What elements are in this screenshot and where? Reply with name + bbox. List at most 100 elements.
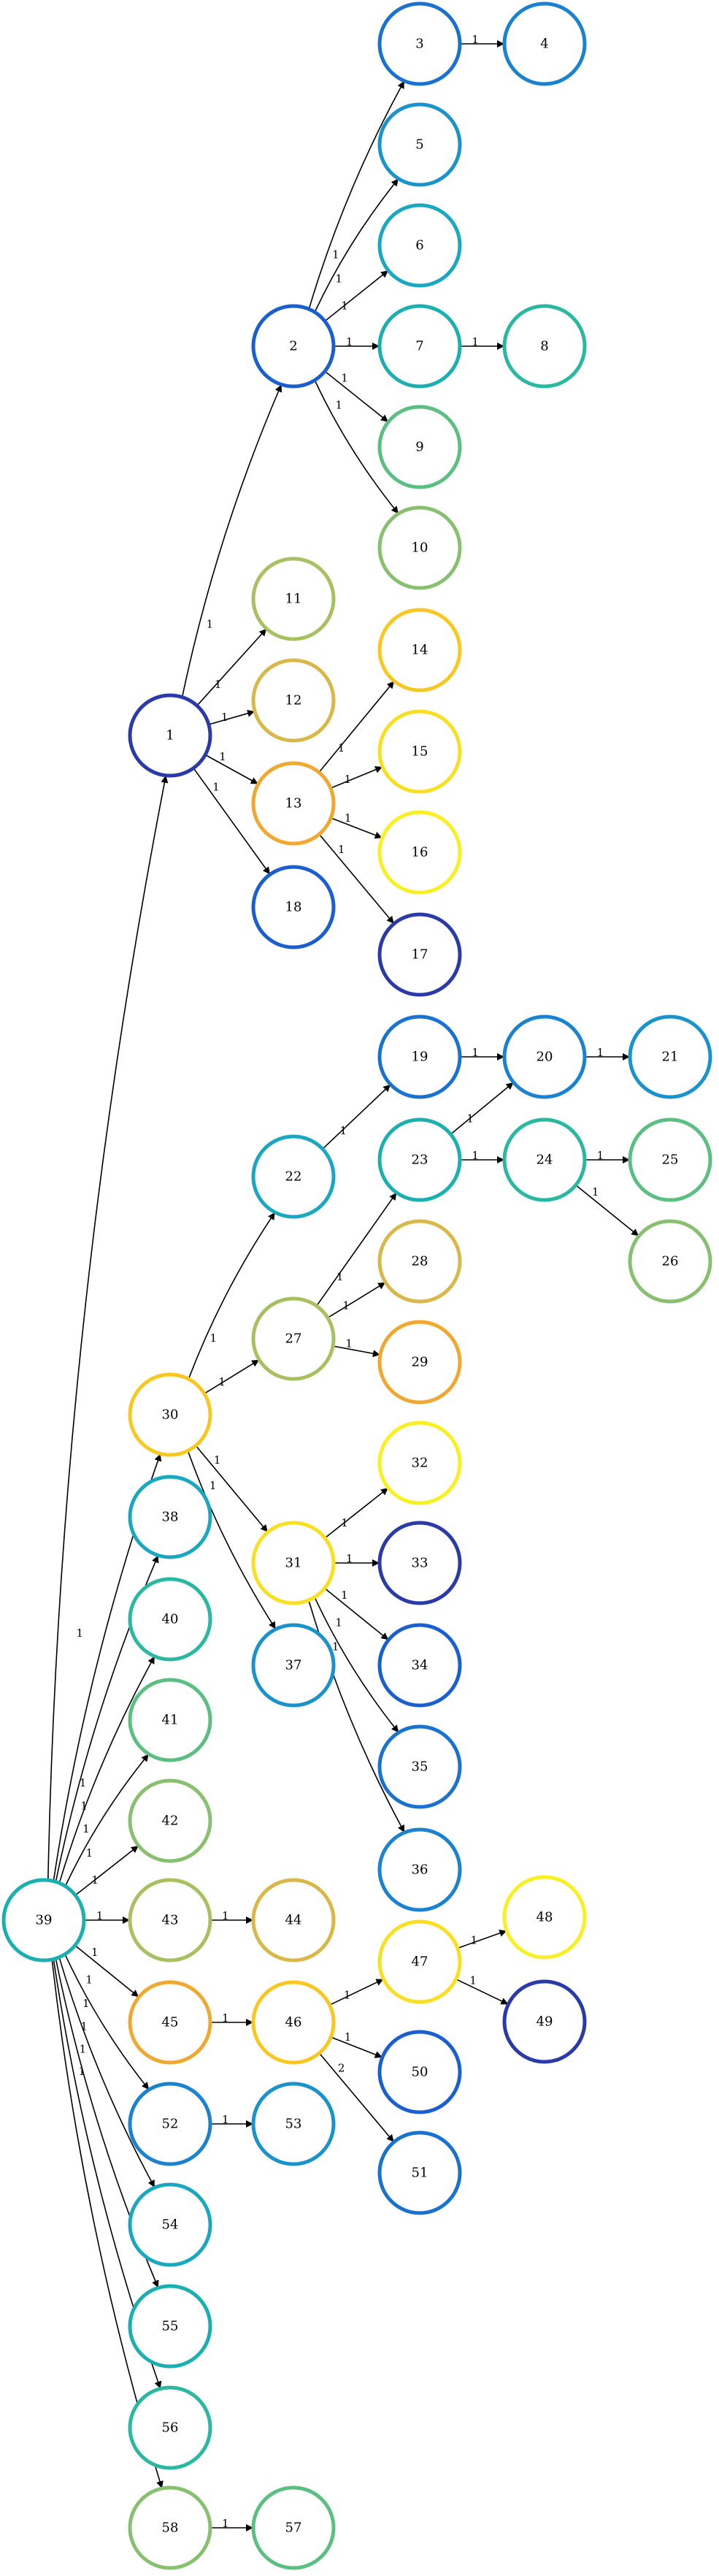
- node-label: 51: [412, 2166, 428, 2181]
- edge-label: 1: [222, 1909, 229, 1922]
- node-label: 7: [415, 339, 423, 354]
- edge-13-17: 1: [318, 833, 394, 924]
- node-33: 33: [377, 1521, 462, 1605]
- edge-line: [331, 817, 382, 839]
- node-6: 6: [377, 203, 462, 288]
- edge-label: 1: [472, 335, 479, 348]
- edge-label: 1: [209, 1479, 217, 1492]
- node-43: 43: [128, 1878, 212, 1962]
- node-circle: [628, 1117, 712, 1202]
- node-24: 24: [502, 1117, 587, 1202]
- edge-1-12: 1: [208, 709, 255, 725]
- node-34: 34: [377, 1623, 462, 1708]
- edge-30-27: 1: [204, 1359, 260, 1394]
- edge-label: 1: [221, 711, 228, 724]
- edge-line: [64, 1754, 149, 1887]
- node-label: 2: [289, 339, 297, 354]
- edge-line: [450, 1082, 514, 1135]
- edge-label: 1: [466, 1112, 474, 1125]
- edge-47-49: 1: [455, 1973, 509, 2005]
- edge-line: [324, 370, 388, 422]
- node-circle: [377, 608, 462, 692]
- edge-label: 1: [82, 1997, 90, 2010]
- edge-1-18: 1: [193, 768, 270, 875]
- node-9: 9: [377, 405, 462, 489]
- node-circle: [377, 2030, 462, 2114]
- node-label: 11: [285, 592, 302, 607]
- edge-label: 1: [469, 1973, 477, 1987]
- node-label: 22: [285, 1169, 302, 1185]
- edge-label: 1: [207, 618, 214, 631]
- node-17: 17: [377, 912, 462, 997]
- edge-31-32: 1: [324, 1488, 388, 1539]
- node-circle: [502, 1875, 587, 1960]
- edge-line: [64, 1954, 150, 2090]
- node-1: 1: [128, 693, 212, 778]
- node-46: 46: [251, 1980, 336, 2065]
- edge-line: [322, 1084, 391, 1150]
- node-12: 12: [251, 658, 336, 743]
- node-label: 25: [662, 1153, 679, 1168]
- node-circle: [1, 1878, 86, 1962]
- edge-39-1: 1: [47, 775, 169, 1881]
- edge-label: 1: [340, 1124, 347, 1137]
- node-label: 20: [537, 1050, 553, 1065]
- node-26: 26: [628, 1219, 712, 1304]
- node-18: 18: [251, 865, 336, 949]
- edge-7-8: 1: [460, 335, 504, 350]
- node-label: 17: [412, 947, 428, 963]
- edge-label: 1: [80, 2020, 88, 2033]
- edge-label: 1: [79, 2065, 86, 2078]
- edge-line: [332, 1345, 380, 1358]
- node-circle: [377, 304, 462, 389]
- node-label: 16: [412, 845, 428, 860]
- edge-line: [74, 1845, 139, 1896]
- node-7: 7: [377, 304, 462, 389]
- edge-label: 1: [338, 843, 345, 856]
- edge-22-19: 1: [322, 1084, 391, 1150]
- node-circle: [251, 865, 336, 949]
- node-5: 5: [377, 102, 462, 187]
- edge-label: 1: [345, 811, 352, 825]
- node-label: 18: [285, 900, 302, 915]
- edge-2-10: 1: [314, 380, 399, 514]
- node-label: 38: [162, 1510, 179, 1525]
- node-51: 51: [377, 2130, 462, 2215]
- node-52: 52: [128, 2082, 212, 2166]
- node-45: 45: [128, 1980, 212, 2065]
- edge-label: 1: [335, 1616, 342, 1629]
- node-29: 29: [377, 1320, 462, 1404]
- edge-19-20: 1: [460, 1046, 504, 1060]
- node-58: 58: [128, 2485, 212, 2570]
- edge-24-25: 1: [585, 1149, 630, 1163]
- node-50: 50: [377, 2030, 462, 2114]
- node-circle: [251, 304, 336, 389]
- node-circle: [628, 1219, 712, 1304]
- node-circle: [502, 304, 587, 389]
- node-circle: [128, 1980, 212, 2065]
- node-label: 52: [162, 2117, 179, 2132]
- node-circle: [251, 1134, 336, 1219]
- node-39: 39: [1, 1878, 86, 1962]
- edge-27-28: 1: [327, 1282, 386, 1318]
- node-label: 34: [412, 1658, 428, 1673]
- node-label: 31: [285, 1556, 302, 1571]
- node-circle: [502, 1014, 587, 1099]
- node-38: 38: [128, 1475, 212, 1559]
- node-15: 15: [377, 709, 462, 794]
- edge-label: 1: [344, 1989, 351, 2002]
- node-circle: [128, 1577, 212, 1662]
- edge-line: [308, 1600, 405, 1833]
- edge-line: [188, 1212, 275, 1380]
- edge-label: 1: [82, 1822, 90, 1835]
- edge-label: 1: [215, 678, 222, 691]
- node-circle: [377, 203, 462, 288]
- edge-label: 1: [345, 2030, 352, 2044]
- node-48: 48: [502, 1875, 587, 1960]
- node-circle: [251, 658, 336, 743]
- edge-label: 1: [597, 1149, 604, 1162]
- node-circle: [377, 102, 462, 187]
- edge-line: [58, 1957, 155, 2188]
